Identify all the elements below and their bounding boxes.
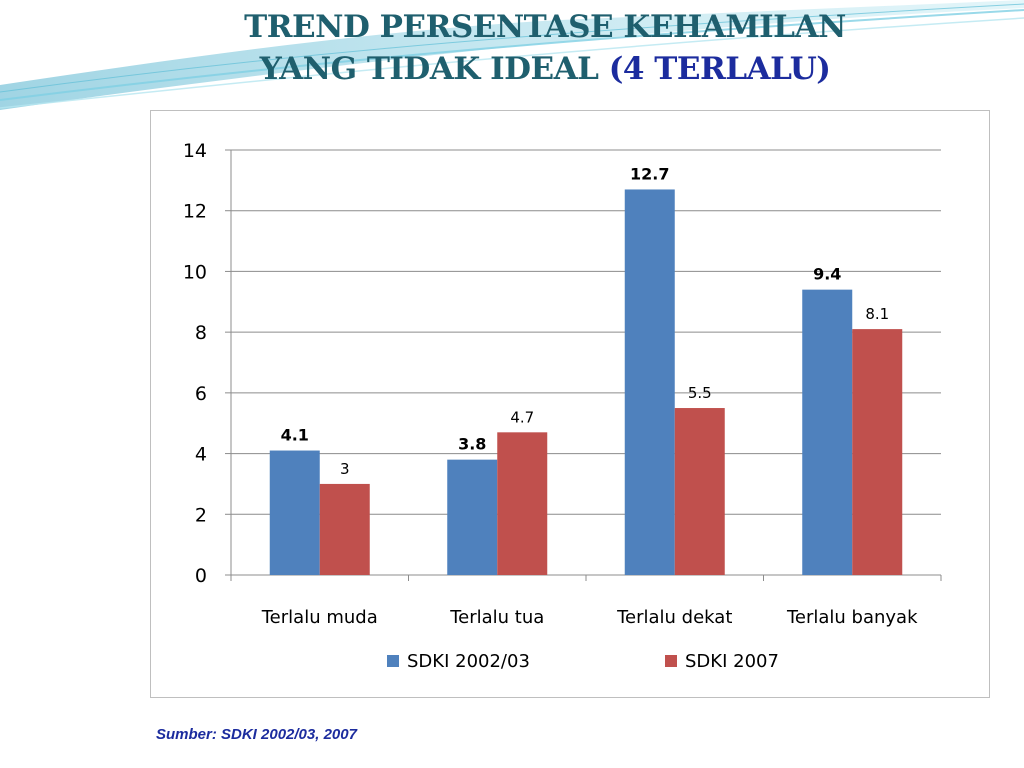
x-category-label: Terlalu dekat [616,607,732,628]
decorative-swoosh [0,0,1024,110]
y-tick-label: 4 [195,444,207,466]
bar-sdki-2002 [802,289,853,575]
data-label: 3.8 [458,435,486,454]
y-tick-label: 2 [195,504,207,526]
data-label: 4.7 [510,408,534,426]
y-tick-label: 0 [195,565,207,587]
bar-sdki-2007 [319,483,370,575]
y-tick-label: 8 [195,322,207,344]
legend-label: SDKI 2007 [685,651,779,672]
title-line-1: TREND PERSENTASE KEHAMILAN [244,9,846,45]
legend-swatch [387,655,399,667]
bar-sdki-2007 [497,432,548,575]
data-label: 5.5 [688,384,712,402]
source-note: Sumber: SDKI 2002/03, 2007 [156,726,357,743]
data-label: 12.7 [630,164,669,183]
bar-sdki-2002 [447,459,498,575]
y-tick-label: 12 [183,201,207,223]
legend-swatch [665,655,677,667]
bar-sdki-2007 [852,329,903,575]
x-category-label: Terlalu tua [449,607,544,628]
title-line-2: YANG TIDAK IDEAL (4 TERLALU) [0,48,1024,90]
y-tick-label: 6 [195,383,207,405]
data-label: 8.1 [865,305,889,323]
slide-title: TREND PERSENTASE KEHAMILAN YANG TIDAK ID… [0,6,1024,90]
x-category-label: Terlalu muda [261,607,378,628]
data-label: 4.1 [281,426,309,445]
y-tick-label: 14 [183,140,207,162]
bar-sdki-2002 [624,189,675,575]
data-label: 3 [340,460,350,478]
bar-sdki-2007 [674,408,725,575]
y-tick-label: 10 [183,261,207,283]
data-label: 9.4 [813,265,841,284]
legend-label: SDKI 2002/03 [407,651,530,672]
title-line-2-main: YANG TIDAK IDEAL [259,51,609,87]
title-line-2-accent: (4 TERLALU) [608,51,831,87]
chart-frame: 0 2 4 6 8 10 12 14 Terlalu muda 4.1 3 Terlalu tua 3.… [150,110,990,698]
bar-sdki-2002 [269,450,320,575]
bar-chart: 0 2 4 6 8 10 12 14 Terlalu muda 4.1 3 Terlalu tua 3.… [183,140,942,672]
x-category-label: Terlalu banyak [786,607,918,628]
